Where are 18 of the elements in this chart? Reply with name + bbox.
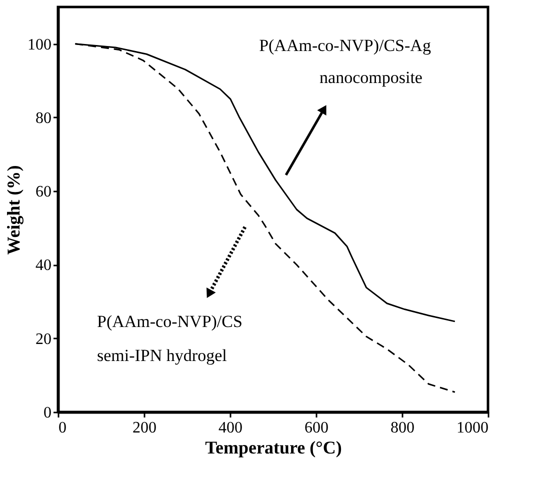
y-tick-label: 60 <box>36 184 52 201</box>
y-tick-label: 80 <box>36 110 52 127</box>
x-tick-label: 600 <box>304 420 328 436</box>
y-tick-label: 0 <box>44 404 52 422</box>
y-tick-label: 20 <box>36 330 52 348</box>
annotation: P(AAm-co-NVP)/CS-Ag <box>259 36 432 55</box>
x-tick-label: 0 <box>58 420 66 436</box>
annotation: nanocomposite <box>320 68 422 87</box>
annotation: P(AAm-co-NVP)/CS <box>97 312 242 331</box>
x-tick-label: 1000 <box>456 420 488 436</box>
x-tick-label: 200 <box>132 420 156 436</box>
y-tick-label: 100 <box>28 36 52 54</box>
y-tick-label: 40 <box>36 257 52 274</box>
x-tick-label: 400 <box>218 420 242 436</box>
annotation: semi-IPN hydrogel <box>97 346 228 365</box>
y-axis-title: Weight (%) <box>4 165 24 255</box>
x-axis-title: Temperature (°C) <box>205 438 342 458</box>
x-tick-label: 800 <box>390 420 414 436</box>
